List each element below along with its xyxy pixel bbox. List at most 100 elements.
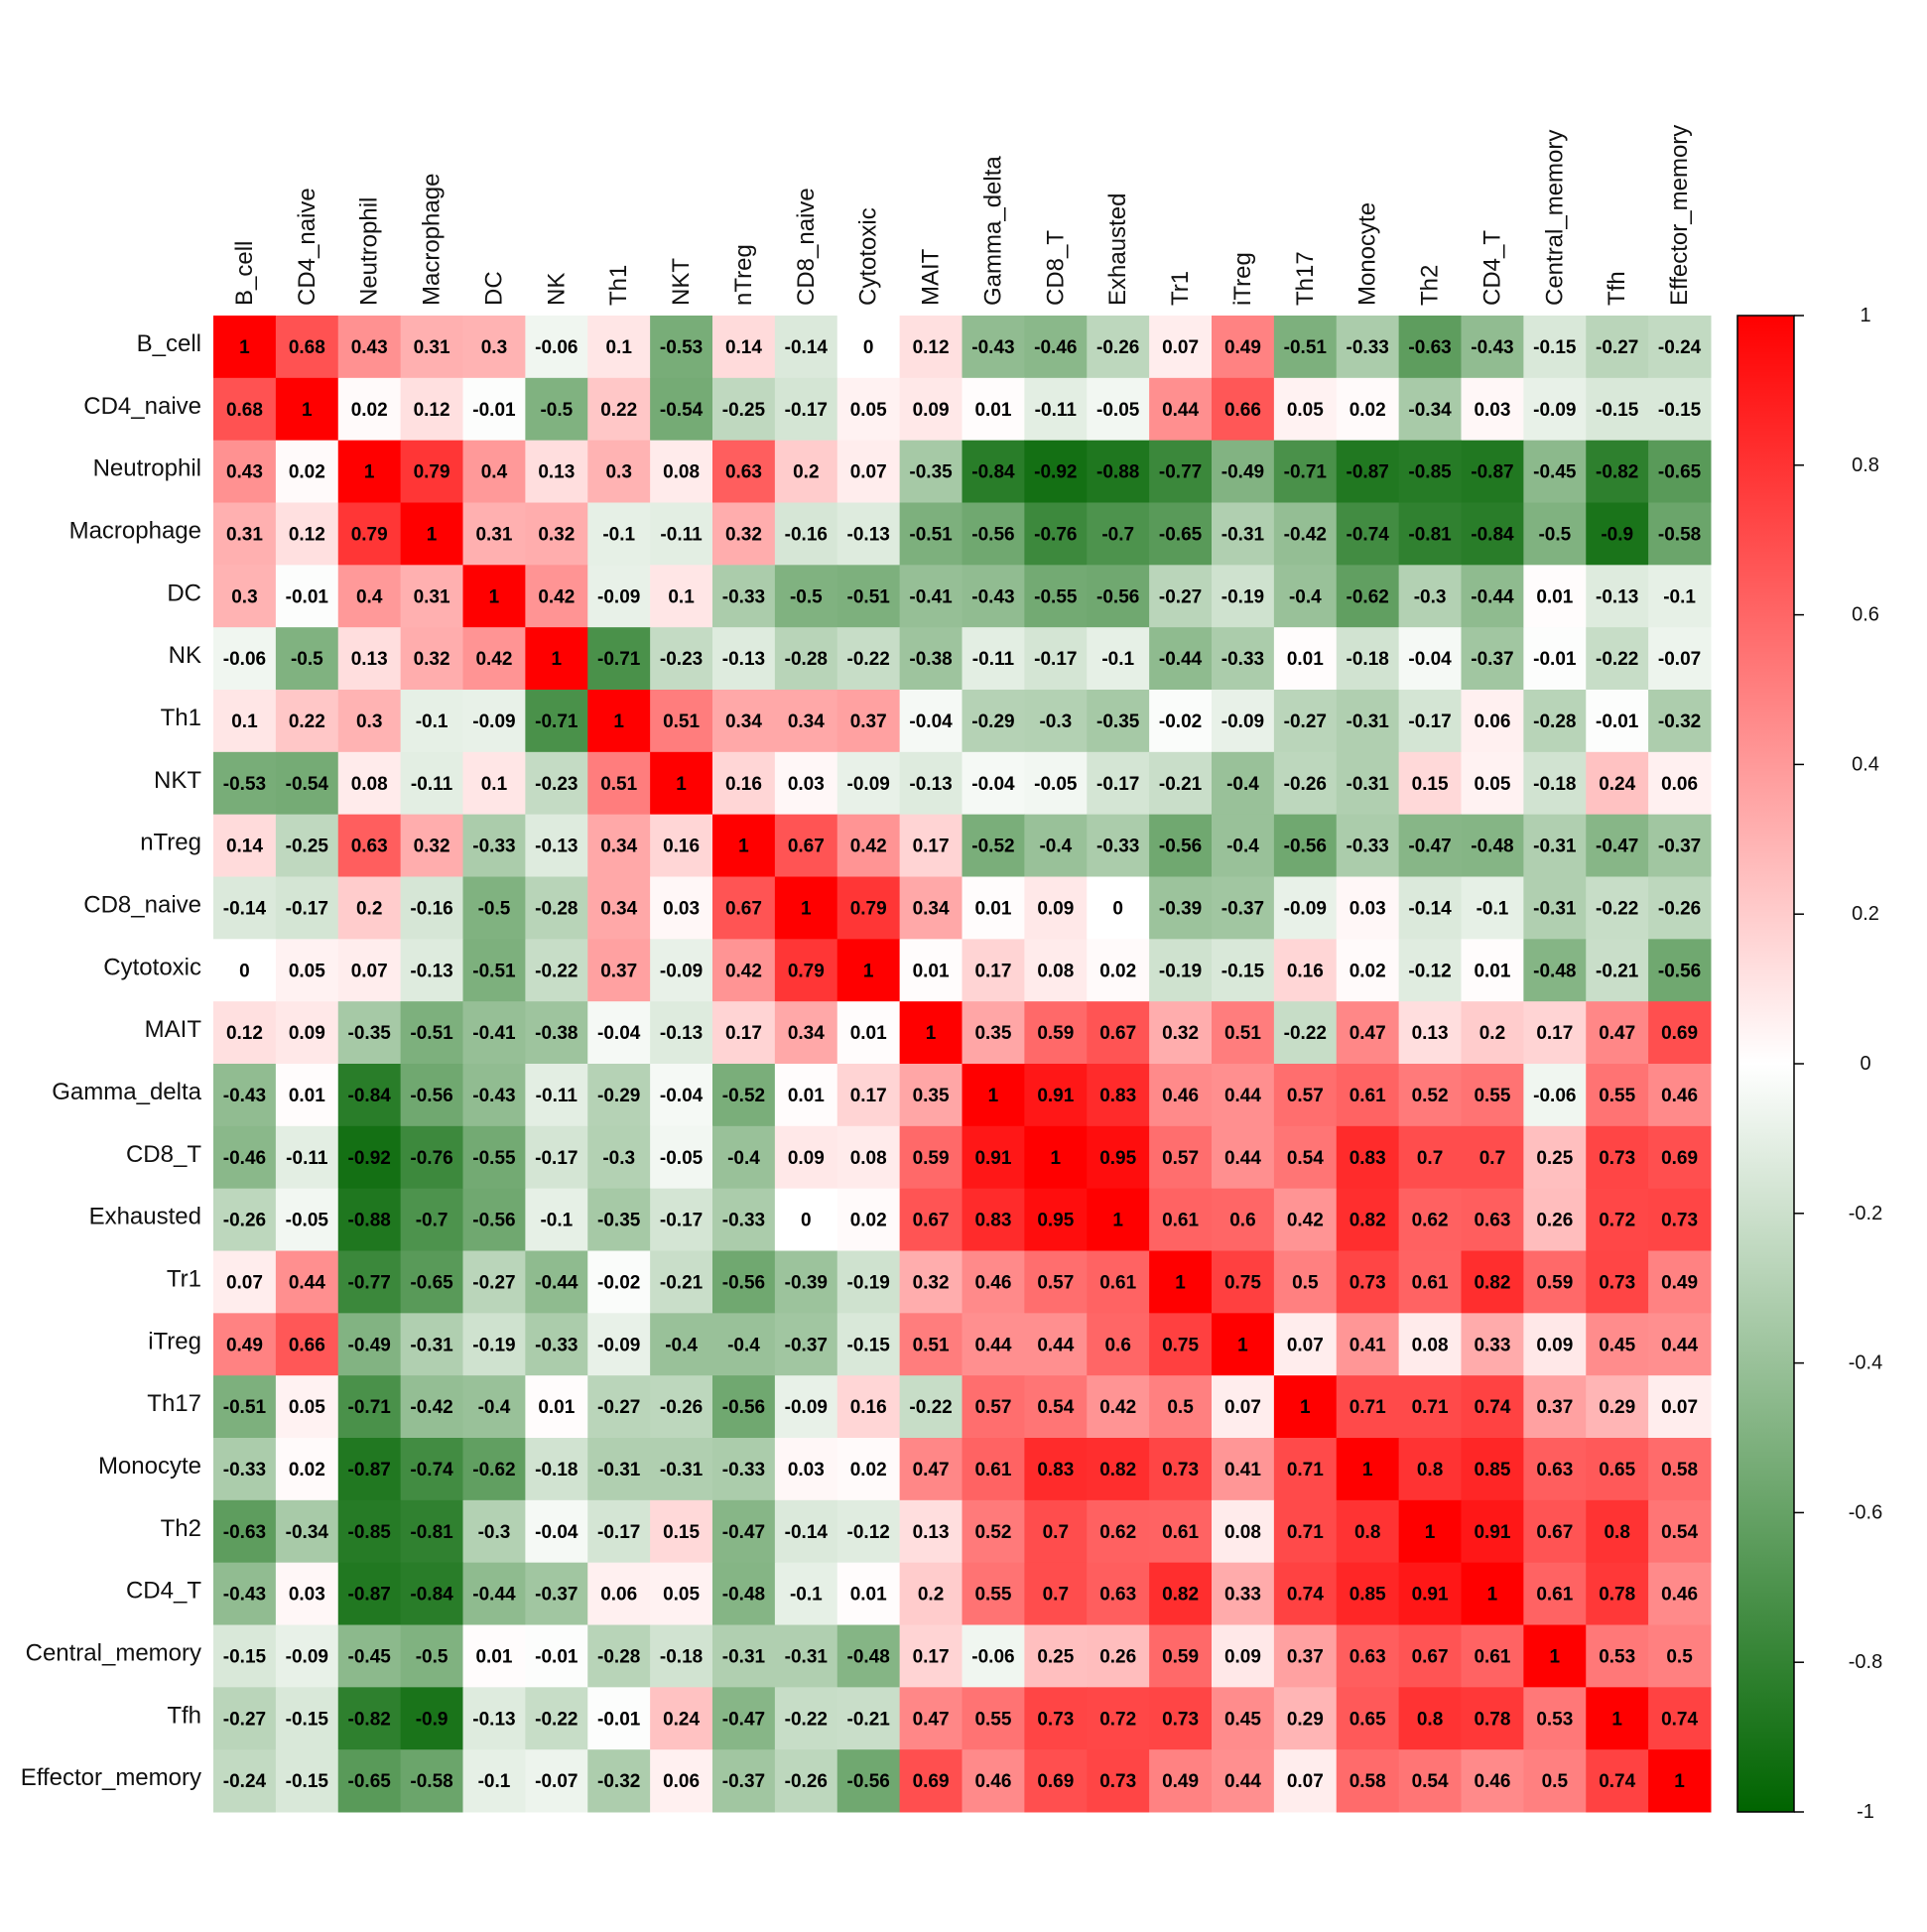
cell-value-label: -0.1 bbox=[1663, 586, 1696, 607]
cell-value-label: -0.1 bbox=[790, 1585, 823, 1606]
cell-value-label: -0.56 bbox=[722, 1272, 765, 1293]
cell-value-label: 0.13 bbox=[538, 462, 575, 483]
heatmap-cell bbox=[462, 565, 526, 628]
heatmap-cell bbox=[1212, 1375, 1275, 1439]
heatmap-cell bbox=[1336, 690, 1400, 753]
heatmap-cell bbox=[1149, 1438, 1213, 1501]
heatmap-cell bbox=[1273, 1687, 1338, 1750]
cell-value-label: 0.3 bbox=[356, 711, 382, 732]
heatmap-cell bbox=[899, 939, 963, 1002]
cell-value-label: -0.49 bbox=[1221, 462, 1264, 483]
cell-value-label: -0.56 bbox=[410, 1086, 452, 1106]
heatmap-cell bbox=[836, 1125, 901, 1190]
cell-value-label: 1 bbox=[988, 1086, 999, 1106]
cell-value-label: 0.72 bbox=[1099, 1709, 1136, 1730]
column-label: Exhausted bbox=[1104, 193, 1131, 306]
heatmap-cell bbox=[1398, 690, 1462, 753]
heatmap-cell bbox=[1212, 440, 1275, 503]
cell-value-label: 0.67 bbox=[1412, 1646, 1449, 1667]
heatmap-cell bbox=[587, 939, 651, 1002]
cell-value-label: 0.74 bbox=[1287, 1585, 1324, 1606]
heatmap-cell bbox=[525, 1188, 588, 1251]
heatmap-cell bbox=[275, 1499, 339, 1564]
cell-value-label: -0.18 bbox=[660, 1646, 703, 1667]
heatmap-cell bbox=[899, 1687, 963, 1750]
cell-value-label: 0.7 bbox=[1417, 1148, 1443, 1169]
heatmap-cell bbox=[712, 1562, 776, 1625]
cell-value-label: -0.47 bbox=[1596, 837, 1638, 857]
heatmap-cell bbox=[1648, 316, 1712, 379]
cell-value-label: -0.04 bbox=[1408, 649, 1452, 670]
heatmap-cell bbox=[1149, 1001, 1213, 1065]
cell-value-label: 0.49 bbox=[1661, 1272, 1698, 1293]
cell-value-label: -0.35 bbox=[348, 1023, 392, 1044]
cell-value-label: -0.35 bbox=[597, 1211, 641, 1231]
heatmap-cell bbox=[1336, 1749, 1400, 1813]
heatmap-cell bbox=[1398, 1749, 1462, 1813]
heatmap-cell bbox=[400, 814, 463, 877]
heatmap-cell bbox=[1149, 1188, 1213, 1251]
cell-value-label: 0.03 bbox=[788, 774, 825, 795]
heatmap-cell bbox=[899, 1001, 963, 1065]
cell-value-label: 1 bbox=[1425, 1522, 1436, 1543]
heatmap-cell bbox=[587, 565, 651, 628]
cell-value-label: 0.01 bbox=[850, 1585, 887, 1606]
heatmap-cell bbox=[1087, 1125, 1150, 1190]
heatmap-cell bbox=[1586, 814, 1649, 877]
heatmap-cell bbox=[1461, 876, 1524, 940]
cell-value-label: -0.34 bbox=[1408, 400, 1452, 421]
heatmap-cell bbox=[1523, 1375, 1587, 1439]
heatmap-cell bbox=[525, 377, 588, 442]
heatmap-cell bbox=[462, 1562, 526, 1625]
column-label: DC bbox=[480, 271, 507, 306]
cell-value-label: -0.14 bbox=[1408, 898, 1452, 919]
heatmap-cell bbox=[213, 1499, 277, 1564]
cell-value-label: -0.56 bbox=[1284, 837, 1327, 857]
heatmap-cell bbox=[275, 1375, 339, 1439]
heatmap-cell bbox=[275, 1313, 339, 1376]
cell-value-label: 0.71 bbox=[1412, 1397, 1449, 1418]
heatmap-cell bbox=[712, 1499, 776, 1564]
heatmap-cell bbox=[1648, 1125, 1712, 1190]
heatmap-cell bbox=[962, 1188, 1025, 1251]
heatmap-cell bbox=[1024, 939, 1088, 1002]
cell-value-label: -0.17 bbox=[535, 1148, 578, 1169]
cell-value-label: 0.29 bbox=[1599, 1397, 1635, 1418]
heatmap-cell bbox=[213, 1438, 277, 1501]
cell-value-label: -0.05 bbox=[1096, 400, 1140, 421]
cell-value-label: 1 bbox=[489, 586, 500, 607]
heatmap-cell bbox=[400, 1001, 463, 1065]
cell-value-label: 0.02 bbox=[850, 1460, 887, 1481]
heatmap-cell bbox=[1273, 1188, 1338, 1251]
cell-value-label: -0.01 bbox=[1596, 711, 1639, 732]
row-label: Effector_memory bbox=[21, 1764, 201, 1791]
heatmap-cell bbox=[337, 1001, 402, 1065]
heatmap-cell bbox=[712, 751, 776, 816]
heatmap-cell bbox=[1149, 1687, 1213, 1750]
heatmap-cell bbox=[1212, 377, 1275, 442]
cell-value-label: 0.09 bbox=[1224, 1646, 1261, 1667]
cell-value-label: 0.49 bbox=[1224, 337, 1261, 358]
heatmap-cell bbox=[712, 1001, 776, 1065]
cell-value-label: -0.82 bbox=[1596, 462, 1638, 483]
heatmap-cell bbox=[899, 627, 963, 691]
heatmap-cell bbox=[400, 939, 463, 1002]
heatmap-cell bbox=[1398, 627, 1462, 691]
heatmap-cell bbox=[1273, 627, 1338, 691]
heatmap-cell bbox=[836, 316, 901, 379]
cell-value-label: 0.32 bbox=[538, 524, 575, 545]
heatmap-cell bbox=[462, 316, 526, 379]
heatmap-cell bbox=[337, 440, 402, 503]
cell-value-label: 0.79 bbox=[850, 898, 887, 919]
cell-value-label: 0.73 bbox=[1037, 1709, 1074, 1730]
cell-value-label: -0.19 bbox=[472, 1335, 515, 1355]
heatmap-cell bbox=[1024, 1313, 1088, 1376]
cell-value-label: -0.1 bbox=[540, 1211, 573, 1231]
heatmap-cell bbox=[1273, 440, 1338, 503]
heatmap-cell bbox=[1586, 316, 1649, 379]
cell-value-label: -0.46 bbox=[1034, 337, 1077, 358]
colorbar-tick-label: -0.4 bbox=[1849, 1352, 1882, 1374]
cell-value-label: 0.3 bbox=[605, 462, 631, 483]
cell-value-label: -0.92 bbox=[348, 1148, 391, 1169]
cell-value-label: 0.01 bbox=[1474, 961, 1510, 981]
